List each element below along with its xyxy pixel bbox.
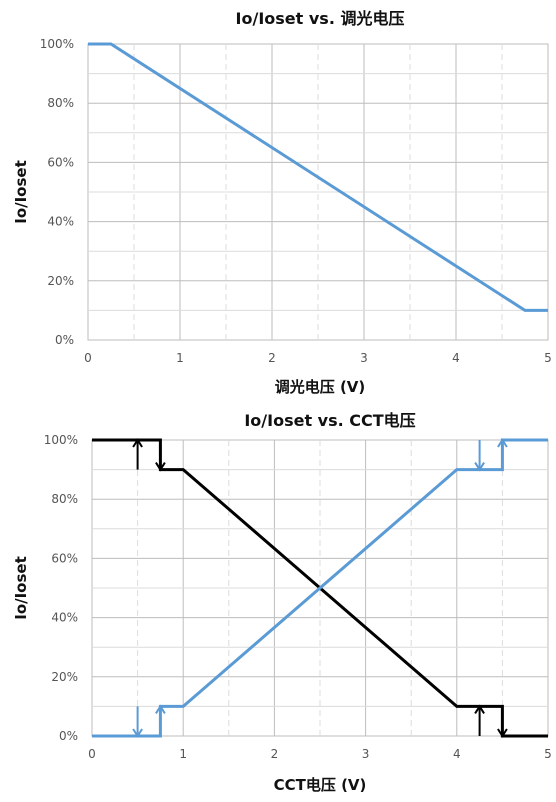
chart-2-x-tick-label: 5 — [544, 747, 552, 761]
hysteresis-arrow-down-icon — [132, 728, 143, 738]
chart-1-y-tick-label: 0% — [55, 333, 74, 347]
chart-2-x-tick-label: 2 — [271, 747, 279, 761]
chart-1-x-tick-label: 0 — [84, 351, 92, 365]
chart-2-x-tick-label: 0 — [88, 747, 96, 761]
hysteresis-arrow-down-icon — [474, 462, 485, 472]
chart-2-y-tick-label: 60% — [51, 551, 78, 565]
hysteresis-arrow-down-icon — [155, 462, 166, 472]
chart-1-y-tick-label: 80% — [47, 96, 74, 110]
chart-2-x-ticks: 0 1 2 3 4 5 — [88, 747, 552, 761]
chart-1-series — [88, 42, 548, 312]
chart-2-y-tick-label: 80% — [51, 492, 78, 506]
chart-2-x-tick-label: 1 — [179, 747, 187, 761]
hysteresis-arrow-up-icon — [497, 438, 508, 448]
chart-2-y-tick-label: 40% — [51, 611, 78, 625]
hysteresis-arrow-up-icon — [132, 438, 143, 448]
chart-1-y-tick-label: 20% — [47, 274, 74, 288]
chart-2-y-tick-label: 0% — [59, 729, 78, 743]
cct-voltage-chart: Io/Ioset vs. CCT电压 0% 20% 40% 60% 80% 100% 0 1… — [12, 411, 552, 794]
chart-1-x-tick-label: 2 — [268, 351, 276, 365]
chart-2-title: Io/Ioset vs. CCT电压 — [244, 411, 415, 430]
dimming-voltage-chart: Io/Ioset vs. 调光电压 0% 20% 40% 60% 80% 100% 0 1 2… — [12, 9, 552, 396]
chart-2-y-ticks: 0% 20% 40% 60% 80% 100% — [44, 433, 78, 743]
hysteresis-arrow-down-icon — [497, 728, 508, 738]
hysteresis-arrow-up-icon — [474, 704, 485, 714]
hysteresis-arrow-up-icon — [155, 704, 166, 714]
chart-1-y-axis-label: Io/Ioset — [12, 160, 30, 224]
chart-2-hysteresis-arrows — [132, 438, 508, 738]
chart-1-y-tick-label: 60% — [47, 155, 74, 169]
chart-2-grid — [92, 440, 548, 736]
chart-1-y-tick-label: 100% — [40, 37, 74, 51]
chart-1-x-tick-label: 4 — [452, 351, 460, 365]
chart-2-x-axis-label: CCT电压 (V) — [274, 776, 367, 794]
chart-1-x-tick-label: 1 — [176, 351, 184, 365]
chart-1-y-tick-label: 40% — [47, 215, 74, 229]
chart-1-x-tick-label: 3 — [360, 351, 368, 365]
chart-1-series-1-line — [88, 42, 548, 312]
chart-1-x-ticks: 0 1 2 3 4 5 — [84, 351, 552, 365]
chart-2-x-tick-label: 3 — [362, 747, 370, 761]
chart-2-y-axis-label: Io/Ioset — [12, 556, 30, 620]
chart-2-x-tick-label: 4 — [453, 747, 461, 761]
chart-1-x-axis-label: 调光电压 (V) — [275, 378, 366, 396]
chart-2-y-tick-label: 20% — [51, 670, 78, 684]
chart-1-title: Io/Ioset vs. 调光电压 — [236, 9, 405, 28]
chart-2-y-tick-label: 100% — [44, 433, 78, 447]
chart-1-y-ticks: 0% 20% 40% 60% 80% 100% — [40, 37, 74, 347]
chart-1-grid — [88, 44, 548, 340]
chart-1-x-tick-label: 5 — [544, 351, 552, 365]
